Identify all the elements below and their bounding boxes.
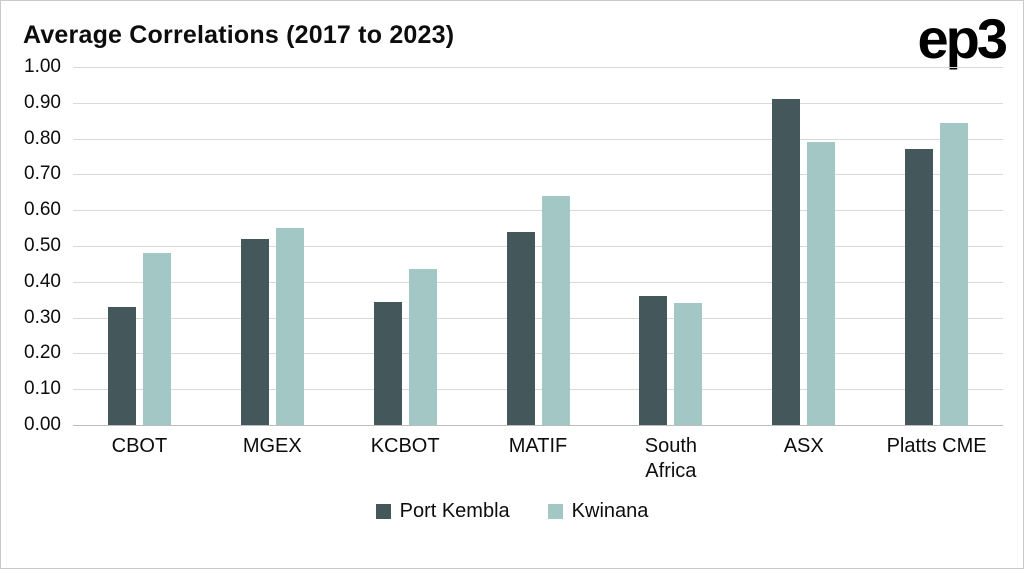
- bar-group: [472, 67, 605, 425]
- gridline: [73, 353, 1003, 355]
- y-tick-label: 0.10: [24, 378, 61, 400]
- bar-group: [870, 67, 1003, 425]
- y-tick-label: 0.90: [24, 91, 61, 113]
- bar-group: [73, 67, 206, 425]
- x-tick-label: Platts CME: [886, 435, 987, 457]
- ep3-logo: ep3: [917, 7, 1008, 70]
- gridline: [73, 138, 1003, 140]
- gridline: [73, 317, 1003, 319]
- legend-label: Port Kembla: [399, 500, 510, 522]
- y-tick-label: 0.40: [24, 270, 61, 292]
- legend-swatch-icon: [375, 504, 391, 519]
- bar-kwinana: [807, 142, 836, 425]
- plot-area: [73, 67, 1003, 426]
- x-tick-label: CBOT: [111, 435, 168, 457]
- chart-title: Average Correlations (2017 to 2023): [23, 21, 455, 49]
- y-tick-label: 0.30: [24, 306, 61, 328]
- bar-groups: [73, 67, 1003, 425]
- legend: Port Kembla Kwinana: [1, 500, 1023, 523]
- y-tick-label: 0.00: [24, 414, 61, 435]
- y-axis: 0.00 0.10 0.20 0.30 0.40 0.50 0.60 0.70 0.80 0.90…: [15, 56, 73, 435]
- legend-item: Kwinana: [547, 500, 649, 523]
- gridline: [73, 102, 1003, 104]
- bar-port-kembla: [506, 231, 535, 425]
- chart-header: Average Correlations (2017 to 2023) ep3: [1, 1, 1023, 70]
- gridline: [73, 389, 1003, 391]
- gridline: [73, 246, 1003, 247]
- bar-kwinana: [674, 303, 703, 425]
- x-axis-line: [73, 425, 1003, 426]
- bar-kwinana: [408, 269, 437, 425]
- bar-group: [206, 67, 339, 425]
- x-tick-label: KCBOT: [370, 435, 440, 457]
- y-tick-label: 0.80: [24, 127, 61, 149]
- bar-port-kembla: [905, 149, 934, 425]
- bar-kwinana: [940, 122, 969, 425]
- y-tick-label: 0.50: [24, 235, 61, 256]
- bar-port-kembla: [639, 296, 668, 425]
- legend-label: Kwinana: [571, 500, 649, 522]
- gridline: [73, 281, 1003, 283]
- gridline: [73, 210, 1003, 212]
- bar-port-kembla: [373, 301, 402, 425]
- bar-port-kembla: [240, 238, 269, 425]
- y-tick-label: 1.00: [24, 56, 61, 77]
- bar-group: [737, 67, 870, 425]
- bar-group: [604, 67, 737, 425]
- legend-item: Port Kembla: [375, 500, 510, 523]
- x-tick-label: ASX: [783, 435, 824, 457]
- bar-kwinana: [541, 195, 570, 425]
- y-tick-label: 0.70: [24, 163, 61, 185]
- x-tick-label: South Africa: [644, 435, 697, 482]
- y-tick-label: 0.20: [24, 342, 61, 364]
- chart-body: 0.00 0.10 0.20 0.30 0.40 0.50 0.60 0.70 0.80 0.90…: [1, 56, 1023, 484]
- y-tick-label: 0.60: [24, 199, 61, 221]
- x-tick-label: MGEX: [242, 435, 302, 457]
- bar-kwinana: [275, 228, 304, 425]
- bar-port-kembla: [107, 306, 136, 425]
- legend-swatch-icon: [547, 504, 563, 519]
- x-axis: CBOT MGEX KCBOT MATIF South Africa ASX Platts …: [73, 434, 1003, 484]
- bar-port-kembla: [772, 99, 801, 425]
- gridline: [73, 174, 1003, 176]
- bar-kwinana: [142, 253, 171, 425]
- gridline: [73, 67, 1003, 68]
- bar-group: [339, 67, 472, 425]
- x-tick-label: MATIF: [508, 435, 568, 457]
